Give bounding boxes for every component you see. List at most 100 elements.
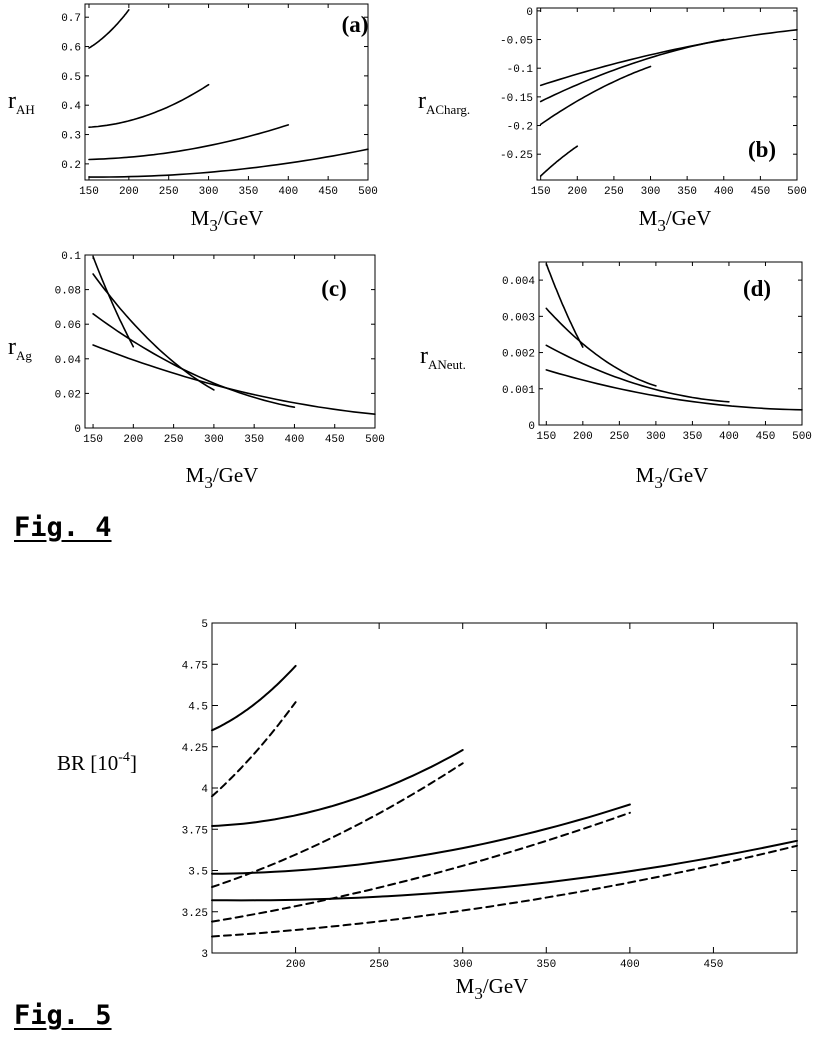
x-axis-title: M3/GeV [186, 463, 259, 492]
series-line-fig5-1 [211, 701, 297, 798]
x-tick-label: 350 [239, 186, 259, 198]
plot-frame [538, 261, 803, 426]
x-tick-label: 400 [620, 959, 640, 971]
x-tick-label: 300 [453, 959, 473, 971]
x-tick-label: 300 [646, 431, 666, 443]
panel-label: (a) [342, 12, 369, 37]
x-tick-label: 350 [677, 186, 697, 198]
series-line-a-1 [88, 83, 210, 128]
y-tick-label: 0.3 [61, 131, 81, 143]
x-tick-label: 300 [641, 186, 661, 198]
x-axis-title-rest: /GeV [483, 974, 529, 998]
x-axis-title-sub: 3 [204, 473, 213, 492]
series-line-c-2 [92, 313, 296, 408]
x-tick-label: 250 [159, 186, 179, 198]
x-tick-label: 250 [164, 434, 184, 446]
x-tick-label: 350 [536, 959, 556, 971]
y-tick-label: 0.2 [61, 160, 81, 172]
series-line-fig5-7 [211, 844, 798, 938]
y-tick-label: 3.75 [182, 825, 208, 837]
y-tick-label: 3 [201, 949, 208, 961]
series-line-a-0 [88, 9, 130, 49]
y-tick-label: 4.5 [188, 702, 208, 714]
series-line-b-1 [539, 65, 652, 126]
y-tick-label: 0.004 [502, 276, 535, 288]
y-axis-title-sup: -4 [118, 750, 130, 765]
x-tick-label: 300 [199, 186, 219, 198]
x-axis-title-sub: 3 [654, 473, 663, 492]
y-tick-label: 0.04 [55, 355, 82, 367]
x-tick-label: 150 [83, 434, 103, 446]
y-tick-label: 0.7 [61, 13, 81, 25]
series-line-d-3 [545, 369, 803, 411]
x-tick-label: 200 [567, 186, 587, 198]
y-axis-title-main: r [418, 88, 426, 114]
series-line-b-0 [539, 145, 579, 177]
fig4-caption: Fig. 4 [14, 512, 112, 543]
series-line-d-0 [545, 263, 584, 348]
chart-c: 150 200 250 300 350 400 450 500 0 0.02 0.04 0.06 0.0… [8, 251, 385, 492]
x-tick-label: 450 [704, 959, 724, 971]
y-tick-label: 4.25 [182, 743, 208, 755]
y-tick-label: 0.1 [61, 251, 81, 263]
x-tick-label: 300 [204, 434, 224, 446]
x-tick-label: 200 [123, 434, 143, 446]
y-tick-label: 0 [74, 424, 81, 436]
series-line-c-0 [92, 255, 135, 348]
y-tick-label: 0.06 [55, 320, 81, 332]
x-tick-label: 200 [573, 431, 593, 443]
x-tick-label: 250 [609, 431, 629, 443]
x-axis-title-sub: 3 [657, 216, 666, 235]
y-tick-label: -0.15 [500, 93, 533, 105]
x-tick-label: 500 [358, 186, 378, 198]
y-tick-label: 3.25 [182, 908, 208, 920]
series-line-b-2 [539, 38, 725, 103]
y-tick-label: 0 [526, 7, 533, 19]
y-tick-label: 0 [528, 421, 535, 433]
x-tick-label: 200 [119, 186, 139, 198]
y-axis-title-sub: AH [16, 102, 35, 117]
y-axis-title-main: r [8, 334, 16, 360]
y-tick-label: 0.002 [502, 349, 535, 361]
series-line-a-3 [88, 148, 369, 178]
x-tick-label: 450 [325, 434, 345, 446]
panel-label: (b) [748, 137, 776, 162]
y-tick-label: 4.75 [182, 660, 208, 672]
series-line-a-2 [88, 124, 290, 161]
y-axis-title-sub: ANeut. [428, 357, 466, 372]
fig5-caption: Fig. 5 [14, 1000, 112, 1031]
x-axis-title-rest: /GeV [218, 206, 264, 230]
series-line-c-3 [92, 344, 376, 415]
x-tick-label: 350 [683, 431, 703, 443]
x-tick-label: 350 [244, 434, 264, 446]
y-axis-title-main: r [8, 88, 16, 114]
x-tick-label: 400 [714, 186, 734, 198]
panel-label: (c) [321, 276, 347, 301]
y-tick-label: 5 [201, 619, 208, 631]
y-axis-title-rest: ] [130, 751, 137, 775]
y-axis-title-main: r [420, 343, 428, 369]
plot-frame [84, 254, 376, 429]
series-line-fig5-3 [211, 762, 464, 888]
series-line-fig5-6 [211, 839, 798, 902]
x-tick-label: 200 [286, 959, 306, 971]
x-axis-title: M3/GeV [636, 463, 709, 492]
x-tick-label: 450 [750, 186, 770, 198]
chart-b: 150 200 250 300 350 400 450 500 0 -0.05 -0.1 -0.15 -… [418, 7, 807, 235]
x-tick-label: 450 [756, 431, 776, 443]
y-axis-title: BR [10-4] [57, 750, 137, 775]
x-tick-label: 400 [719, 431, 739, 443]
x-axis-title-main: M [186, 463, 205, 487]
series-line-fig5-5 [211, 811, 631, 923]
panel-label: (d) [743, 276, 771, 301]
y-tick-label: 0.003 [502, 312, 535, 324]
x-axis-title: M3/GeV [456, 974, 529, 1003]
y-axis-title-main: BR [10 [57, 751, 118, 775]
x-axis-title-main: M [639, 206, 658, 230]
x-tick-label: 400 [285, 434, 305, 446]
y-tick-label: 0.02 [55, 389, 81, 401]
x-axis-title-rest: /GeV [663, 463, 709, 487]
plot-frame [536, 7, 798, 181]
x-axis-title-main: M [636, 463, 655, 487]
